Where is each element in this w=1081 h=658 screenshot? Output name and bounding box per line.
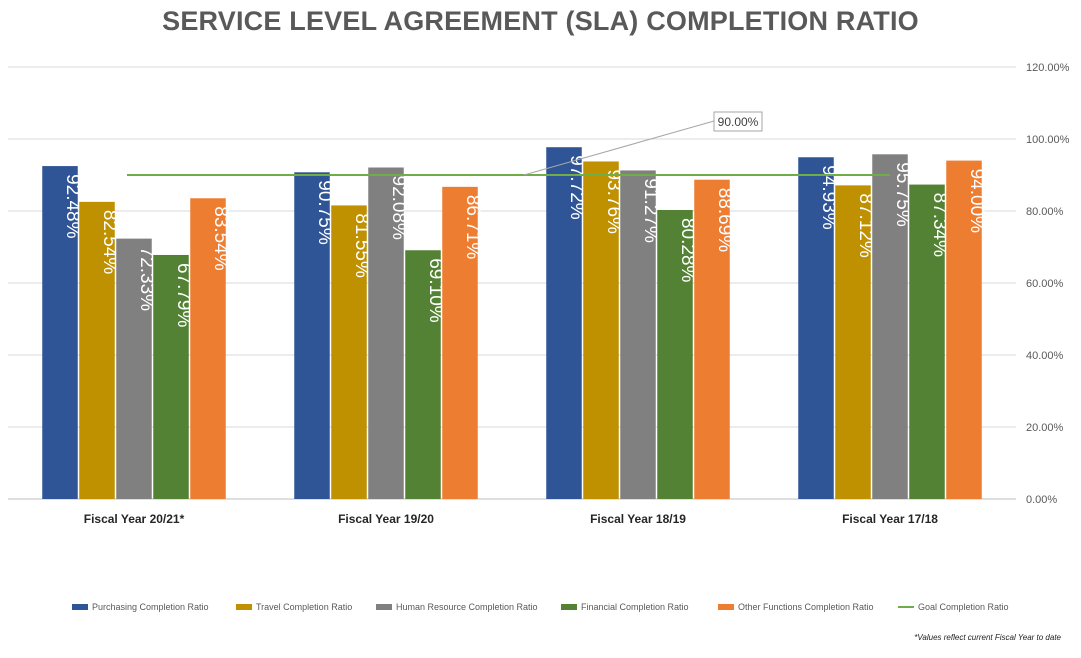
bar [368, 167, 404, 499]
y-tick-label: 40.00% [1026, 350, 1064, 362]
bar [835, 185, 871, 500]
data-label: 87.34% [929, 193, 950, 258]
data-label: 90.75% [314, 180, 335, 245]
legend-label: Human Resource Completion Ratio [396, 602, 538, 612]
goal-callout-box [713, 111, 763, 132]
chart-title: SERVICE LEVEL AGREEMENT (SLA) COMPLETION… [162, 6, 919, 36]
data-label: 80.28% [677, 218, 698, 283]
legend-label: Purchasing Completion Ratio [92, 602, 209, 612]
bar [798, 157, 834, 499]
data-label: 95.75% [892, 162, 913, 227]
bar [583, 161, 619, 500]
bar [442, 186, 478, 499]
bar [116, 238, 152, 499]
data-label: 92.48% [62, 174, 83, 239]
data-label: 82.54% [99, 210, 120, 275]
x-tick-label: Fiscal Year 17/18 [842, 512, 938, 526]
bar [546, 147, 582, 499]
legend-item: Financial Completion Ratio [561, 600, 689, 614]
bar [909, 184, 945, 500]
data-label: 81.55% [351, 213, 372, 278]
data-label: 88.69% [714, 188, 735, 253]
bar [79, 201, 115, 499]
data-label: 86.71% [462, 195, 483, 260]
bar [946, 160, 982, 499]
x-tick-label: Fiscal Year 20/21* [84, 512, 185, 526]
legend: Purchasing Completion Ratio Travel Comple… [0, 600, 1081, 614]
bar [620, 170, 656, 500]
data-label: 97.72% [566, 155, 587, 220]
y-tick-label: 100.00% [1026, 134, 1070, 146]
legend-item: Other Functions Completion Ratio [718, 600, 874, 614]
data-label: 94.00% [966, 169, 987, 234]
data-label: 67.79% [173, 263, 194, 328]
goal-callout-leader [523, 120, 715, 176]
legend-swatch [236, 604, 252, 610]
legend-swatch [898, 606, 914, 608]
y-tick-label: 80.00% [1026, 206, 1064, 218]
data-label: 72.33% [136, 247, 157, 312]
bar [190, 198, 226, 500]
legend-swatch [561, 604, 577, 610]
bar [405, 250, 441, 499]
x-tick-label: Fiscal Year 18/19 [590, 512, 686, 526]
bar [657, 209, 693, 499]
bar [694, 179, 730, 499]
footnote: *Values reflect current Fiscal Year to d… [914, 633, 1061, 642]
legend-item: Goal Completion Ratio [898, 600, 1009, 614]
legend-swatch [376, 604, 392, 610]
bar [872, 154, 908, 500]
y-tick-label: 60.00% [1026, 278, 1064, 290]
goal-callout-label: 90.00% [718, 115, 759, 129]
legend-item: Purchasing Completion Ratio [72, 600, 209, 614]
legend-label: Financial Completion Ratio [581, 602, 689, 612]
y-tick-label: 20.00% [1026, 422, 1064, 434]
x-tick-label: Fiscal Year 19/20 [338, 512, 434, 526]
legend-label: Goal Completion Ratio [918, 602, 1009, 612]
data-label: 92.08% [388, 176, 409, 241]
data-label: 69.10% [425, 258, 446, 323]
data-label: 91.27% [640, 178, 661, 243]
bar [331, 205, 367, 500]
bar [294, 172, 330, 500]
bar [42, 166, 78, 499]
bar [153, 254, 189, 499]
y-tick-label: 120.00% [1026, 62, 1070, 74]
y-tick-label: 0.00% [1026, 494, 1057, 506]
legend-swatch [718, 604, 734, 610]
legend-label: Other Functions Completion Ratio [738, 602, 874, 612]
legend-item: Human Resource Completion Ratio [376, 600, 538, 614]
data-label: 94.93% [818, 165, 839, 230]
data-label: 83.54% [210, 206, 231, 271]
data-label: 87.12% [855, 193, 876, 258]
legend-label: Travel Completion Ratio [256, 602, 353, 612]
data-label: 93.76% [603, 169, 624, 234]
legend-item: Travel Completion Ratio [236, 600, 352, 614]
legend-swatch [72, 604, 88, 610]
